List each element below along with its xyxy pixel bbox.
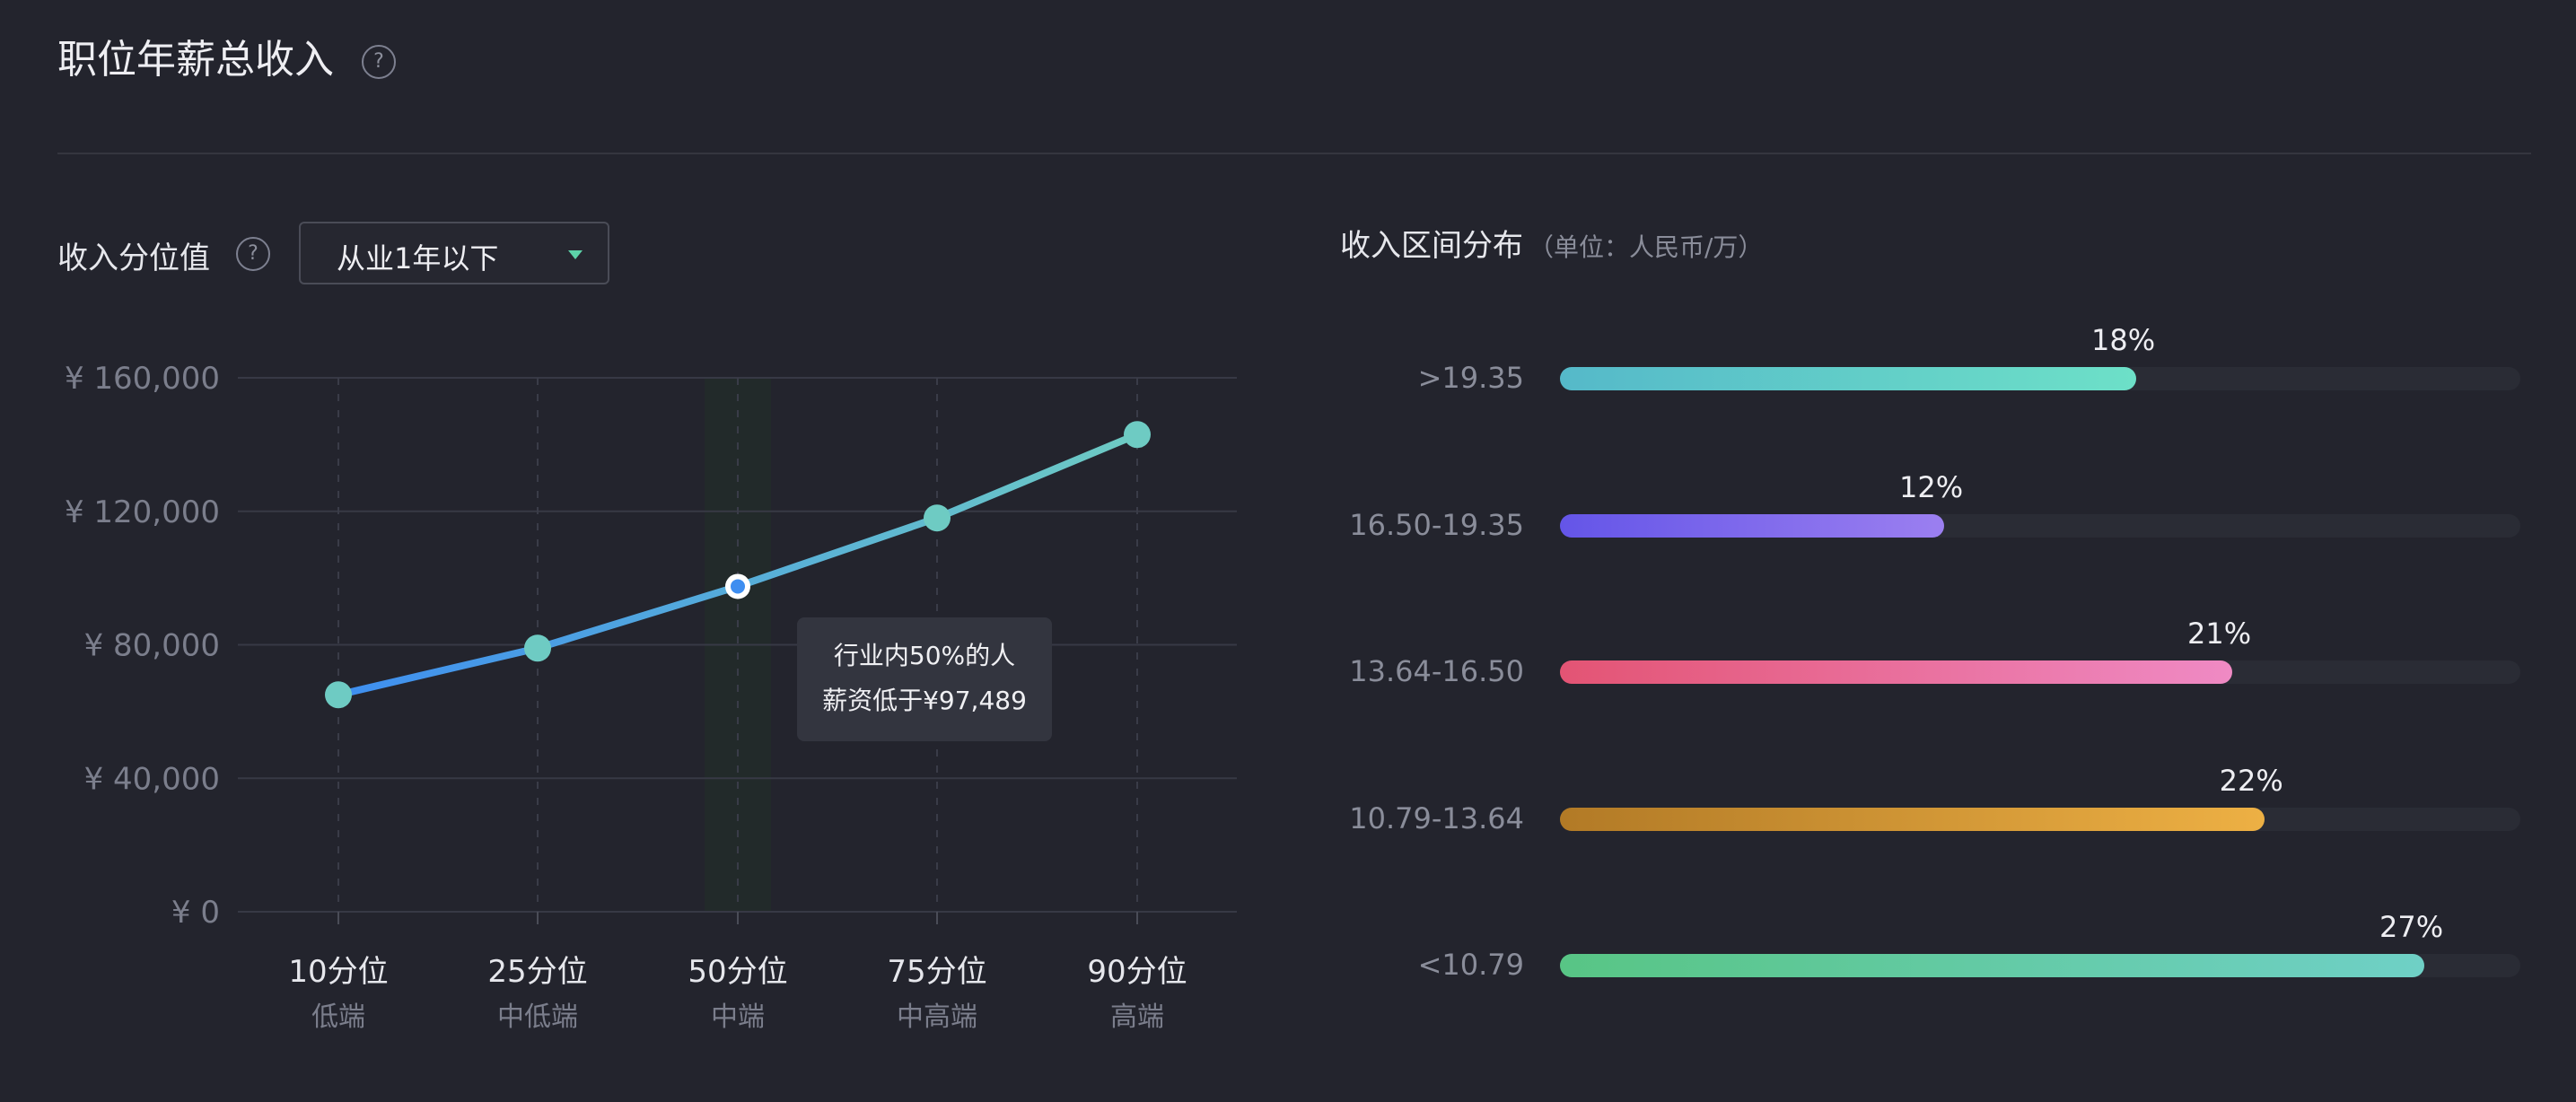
y-tick-label: ¥ 40,000	[84, 761, 220, 797]
caret-down-icon	[568, 250, 583, 259]
distribution-bar	[1560, 660, 2232, 684]
x-tick-label: 25分位	[487, 954, 587, 990]
data-point	[1124, 421, 1151, 449]
bar-track	[1560, 808, 2520, 831]
x-sublabel: 高端	[1110, 1001, 1164, 1033]
bar-track	[1560, 514, 2520, 538]
divider	[57, 153, 2531, 154]
distribution-title-text: 收入区间分布	[1340, 228, 1523, 264]
distribution-unit: （单位：人民币/万）	[1529, 232, 1764, 262]
range-label: >19.35	[1417, 361, 1524, 395]
percentage-label: 27%	[2379, 910, 2444, 944]
tooltip-line-2: 薪资低于¥97,489	[822, 686, 1027, 715]
bar-track	[1560, 660, 2520, 684]
range-label: 10.79-13.64	[1349, 801, 1524, 835]
y-tick-label: ¥ 80,000	[84, 628, 220, 664]
highlight-point	[731, 579, 745, 594]
help-icon[interactable]: ?	[362, 45, 396, 79]
data-point	[325, 681, 352, 709]
page-title: 职位年薪总收入	[57, 37, 334, 83]
range-label: <10.79	[1417, 948, 1524, 982]
y-tick-label: ¥ 120,000	[65, 494, 220, 530]
x-tick-label: 90分位	[1087, 954, 1187, 990]
x-tick-label: 75分位	[887, 954, 986, 990]
x-tick-label: 50分位	[688, 954, 787, 990]
x-sublabel: 中低端	[497, 1001, 578, 1033]
dropdown-value: 从业1年以下	[337, 241, 499, 276]
distribution-bar	[1560, 367, 2136, 390]
range-label: 13.64-16.50	[1349, 654, 1524, 688]
tooltip-line-1: 行业内50%的人	[833, 641, 1016, 670]
chart-tooltip: 行业内50%的人 薪资低于¥97,489	[797, 617, 1052, 741]
percentile-label: 收入分位值	[57, 241, 210, 276]
distribution-bar	[1560, 514, 1944, 538]
percentage-label: 22%	[2219, 764, 2283, 798]
experience-dropdown[interactable]: 从业1年以下	[299, 222, 609, 284]
bar-track	[1560, 954, 2520, 977]
salary-line-chart: ¥ 0 ¥ 40,000 ¥ 80,000 ¥ 120,000 ¥ 160,000 10分…	[65, 361, 1237, 1033]
bar-track	[1560, 367, 2520, 390]
percentile-help-icon[interactable]: ?	[236, 237, 270, 271]
y-tick-label: ¥ 160,000	[65, 361, 220, 397]
data-point	[924, 504, 951, 532]
x-sublabel: 低端	[311, 1001, 365, 1033]
percentage-label: 18%	[2091, 323, 2156, 357]
data-point	[524, 634, 551, 662]
x-tick-label: 10分位	[288, 954, 388, 990]
distribution-bar	[1560, 808, 2265, 831]
distribution-title: 收入区间分布 （单位：人民币/万）	[1340, 221, 1763, 265]
percentage-label: 21%	[2187, 617, 2252, 651]
range-label: 16.50-19.35	[1349, 508, 1524, 542]
y-tick-label: ¥ 0	[171, 895, 220, 931]
distribution-bar	[1560, 954, 2424, 977]
percentage-label: 12%	[1899, 470, 1964, 504]
x-sublabel: 中端	[711, 1001, 765, 1033]
x-sublabel: 中高端	[897, 1001, 977, 1033]
